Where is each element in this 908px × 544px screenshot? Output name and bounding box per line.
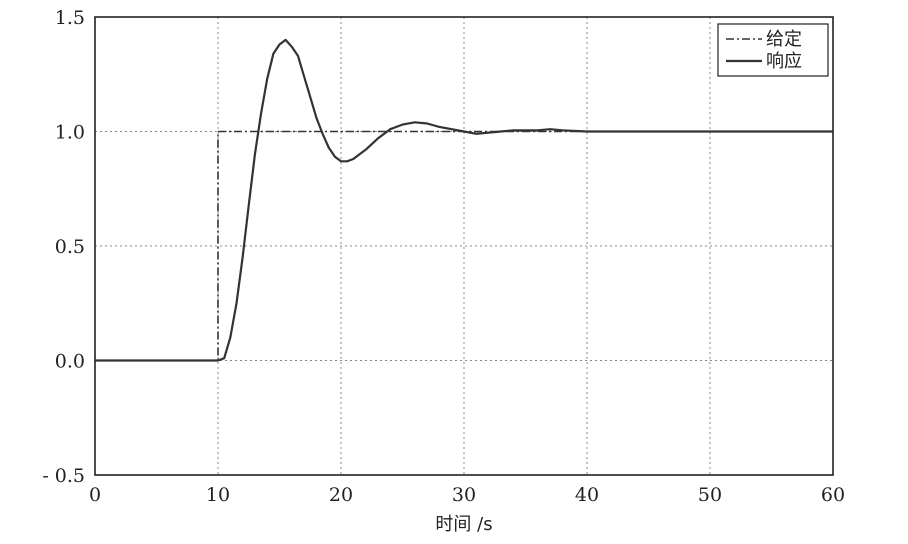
x-tick-label: 60 [821, 484, 845, 506]
x-tick-label: 10 [206, 484, 230, 506]
legend-label: 响应 [766, 51, 802, 72]
y-tick-label: 0.5 [55, 236, 85, 258]
y-axis-ticks: 1.5 1.0 0.5 0.0 - 0.5 [42, 7, 85, 487]
x-axis-ticks: 0 10 20 30 40 50 60 [89, 484, 845, 506]
series-line-response [95, 38, 833, 362]
x-tick-label: 20 [329, 484, 353, 506]
x-tick-label: 50 [698, 484, 722, 506]
x-tick-label: 30 [452, 484, 476, 506]
x-tick-label: 0 [89, 484, 101, 506]
y-tick-label: 0.0 [55, 351, 85, 373]
legend-label: 给定 [766, 29, 802, 50]
y-tick-label: 1.0 [55, 122, 85, 144]
plot-area-frame [94, 16, 834, 476]
grid-lines [95, 17, 833, 475]
x-axis-label: 时间 /s [435, 514, 492, 535]
chart-series [95, 38, 833, 362]
legend-box [717, 23, 829, 77]
y-tick-label: - 0.5 [42, 465, 85, 487]
x-tick-label: 40 [575, 484, 599, 506]
y-tick-label: 1.5 [55, 7, 85, 29]
